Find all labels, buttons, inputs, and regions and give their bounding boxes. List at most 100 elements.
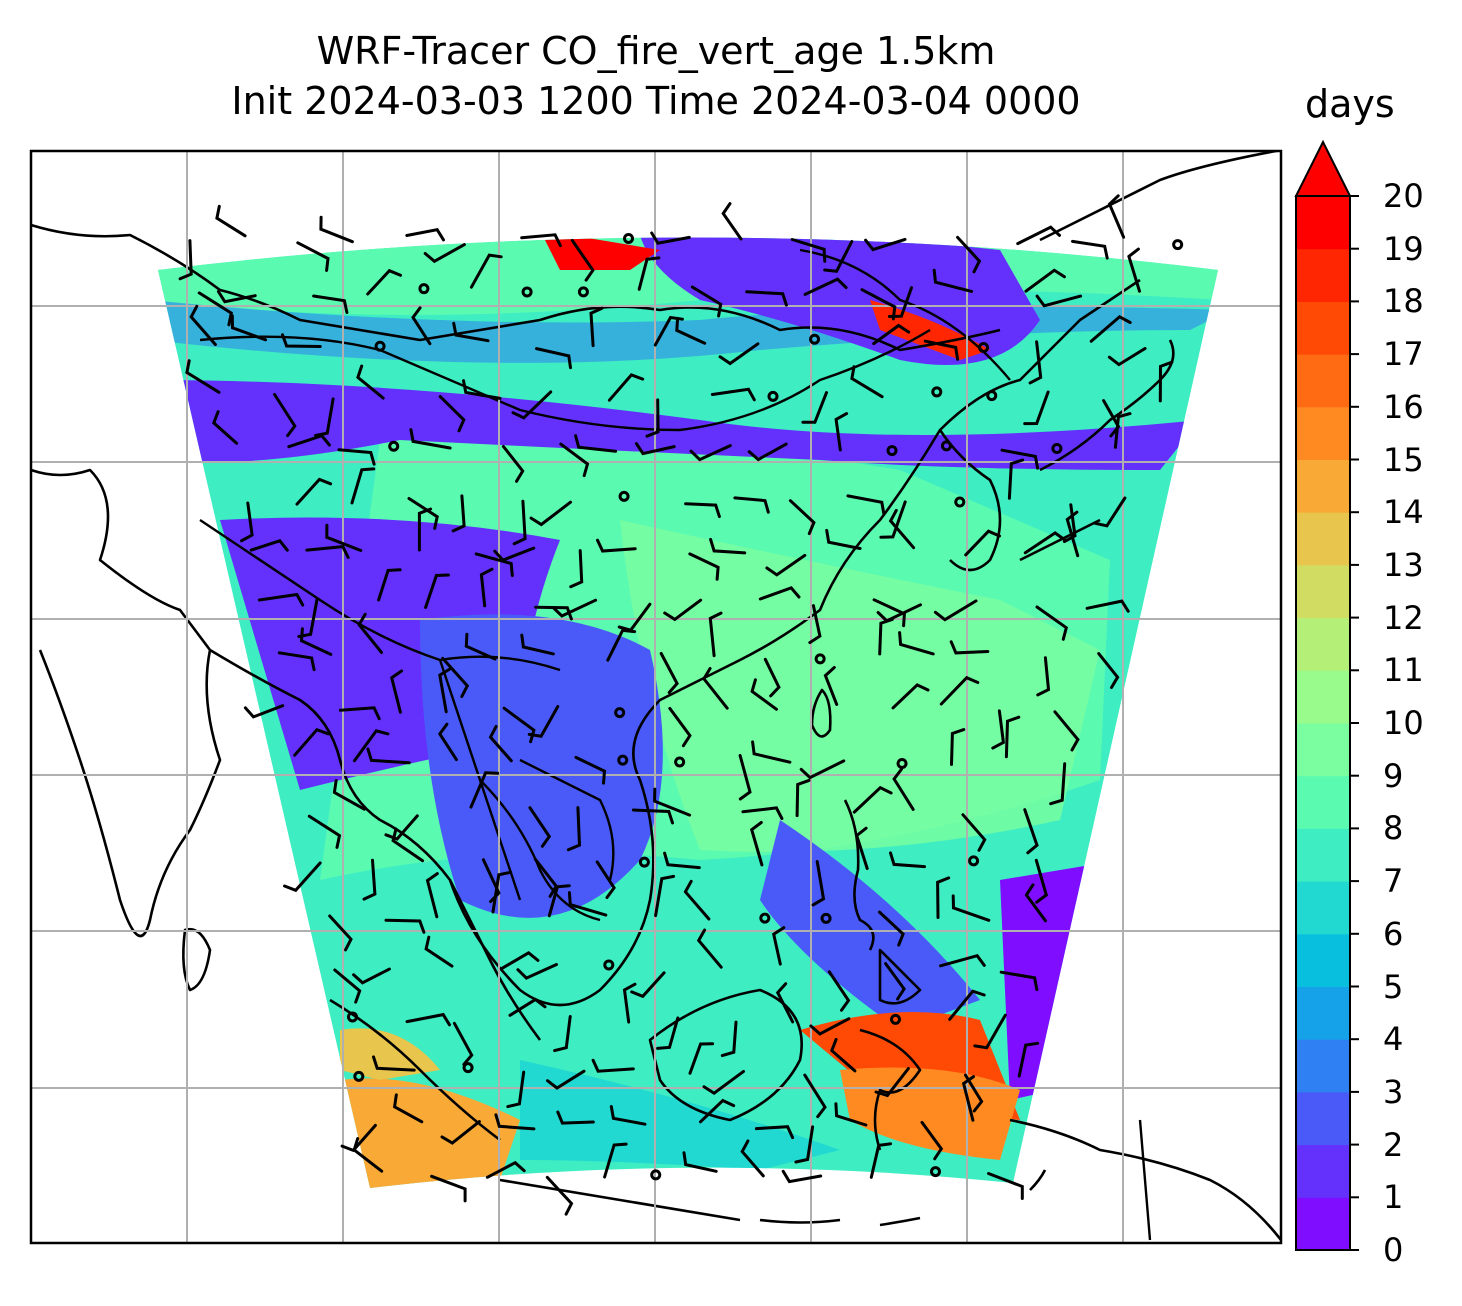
coastline-java — [499, 1178, 741, 1222]
wind-barb — [189, 304, 217, 346]
colorbar-tick-label: 13 — [1383, 545, 1424, 584]
wind-barb — [749, 821, 764, 867]
wind-barb — [1158, 360, 1174, 403]
colorbar-band — [1296, 459, 1350, 513]
wind-barb — [1065, 510, 1080, 558]
colorbar-tick-label: 10 — [1383, 704, 1424, 742]
wind-barb — [663, 851, 701, 870]
wind-barb — [405, 228, 445, 242]
wind-barb — [574, 434, 618, 453]
wind-barb — [357, 612, 383, 654]
wind-barb — [512, 499, 527, 546]
colorbar-tick-label: 1 — [1383, 1178, 1404, 1217]
calm-wind-marker — [886, 445, 898, 457]
wind-barb — [230, 314, 268, 342]
calm-wind-marker — [418, 283, 430, 295]
calm-wind-marker — [374, 340, 386, 352]
wind-barb — [794, 1125, 815, 1164]
wind-barb — [1036, 656, 1051, 697]
wind-barb — [803, 1073, 827, 1119]
wind-barb — [898, 631, 935, 656]
colorbar-tick-label: 14 — [1383, 493, 1424, 532]
wind-barb — [502, 706, 536, 744]
wind-barb — [964, 529, 1001, 557]
wind-barb — [699, 1098, 736, 1124]
wind-barb — [781, 1169, 823, 1184]
wind-barb — [520, 233, 562, 248]
wind-barb — [499, 950, 540, 971]
colorbar-tick-label: 8 — [1383, 809, 1404, 848]
wind-barb — [689, 444, 732, 462]
wind-barb — [333, 968, 362, 1004]
wind-barb — [1113, 412, 1132, 449]
wind-barb — [790, 238, 827, 263]
colorbar-band — [1296, 986, 1350, 1040]
wind-barb — [879, 500, 907, 539]
wind-barb — [830, 1037, 857, 1073]
wind-barb — [356, 364, 385, 400]
wind-barb — [506, 1070, 526, 1109]
wind-barb — [682, 1151, 718, 1173]
wind-barb — [884, 962, 906, 1001]
wind-barb — [696, 928, 723, 969]
wind-barb — [281, 333, 322, 348]
wind-barb — [551, 598, 598, 618]
wind-barb — [407, 497, 439, 530]
wind-barb — [653, 787, 692, 817]
wind-barb — [1071, 239, 1109, 260]
coastline-taiwan — [810, 688, 832, 738]
wind-barb — [1053, 710, 1080, 752]
wind-barb — [951, 894, 991, 922]
wind-barb — [683, 879, 711, 921]
coastline-indochina — [379, 658, 741, 1007]
map-frame — [29, 149, 1283, 1245]
wind-barb — [511, 390, 553, 420]
calm-wind-marker — [929, 1166, 941, 1178]
colorbar-tick-label: 4 — [1383, 1020, 1404, 1059]
wind-barb — [545, 1175, 574, 1216]
wind-barb — [999, 970, 1039, 992]
wind-barb — [556, 1110, 595, 1125]
wind-barb — [277, 651, 316, 672]
wind-barb — [709, 537, 747, 555]
wind-barb — [1035, 294, 1083, 308]
colorbar-tick-label: 20 — [1383, 177, 1424, 215]
wind-barb — [546, 1069, 586, 1090]
wind-barb — [212, 410, 239, 445]
colorbar-label: days — [1305, 82, 1395, 126]
colorbar-tick-label: 11 — [1383, 651, 1424, 690]
map-title-line1: WRF-Tracer CO_fire_vert_age 1.5km — [316, 29, 996, 73]
wind-barb — [891, 683, 930, 710]
wind-barb — [529, 500, 572, 527]
colorbar-band — [1296, 301, 1350, 355]
wind-barb — [352, 1137, 384, 1173]
wind-barb — [991, 709, 1006, 750]
wind-barb — [747, 442, 788, 462]
region-arctic-fringe — [540, 237, 660, 270]
wind-barb — [1093, 496, 1127, 528]
wind-barb — [622, 982, 637, 1024]
wind-barb — [964, 1073, 984, 1113]
colorbar-band — [1296, 881, 1350, 935]
wind-barb — [656, 1016, 680, 1050]
colorbar-band — [1296, 196, 1350, 250]
calm-wind-marker — [809, 333, 821, 345]
wind-barb — [479, 567, 494, 608]
wind-barb — [803, 277, 848, 296]
wind-barb — [491, 870, 513, 914]
wind-barb — [409, 428, 452, 450]
wind-barb — [878, 910, 905, 947]
wind-barb — [684, 502, 721, 519]
coastline-kamchatka — [1039, 151, 1281, 242]
wind-barb — [350, 467, 376, 505]
wind-barb — [631, 808, 674, 825]
wind-barb — [659, 652, 679, 694]
wind-barb — [392, 1093, 424, 1124]
wind-barb — [775, 982, 795, 1024]
wind-barb — [1107, 194, 1126, 239]
calm-wind-marker — [614, 707, 626, 719]
wind-barb — [846, 494, 886, 516]
calm-wind-marker — [603, 959, 615, 971]
calm-wind-marker — [896, 757, 908, 769]
wind-barb — [493, 546, 536, 562]
